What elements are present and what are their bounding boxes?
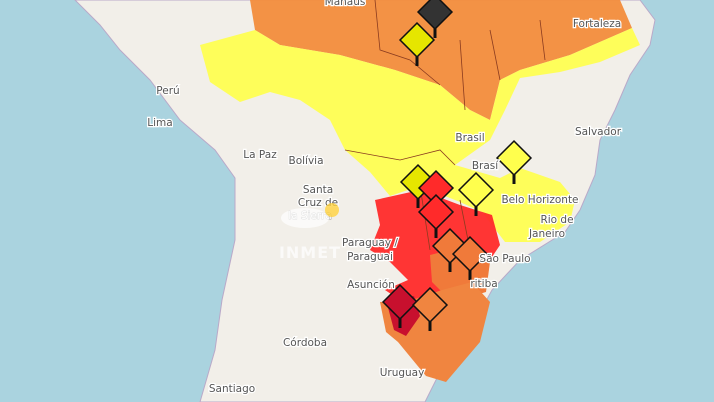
city-label: Asunción xyxy=(347,279,395,291)
city-label: Rio de xyxy=(540,214,573,226)
city-label: La Paz xyxy=(243,149,277,161)
country-label: Perú xyxy=(156,85,179,97)
country-label: Uruguay xyxy=(380,367,425,379)
country-label: Paraguai xyxy=(347,251,393,263)
city-label: Salvador xyxy=(575,126,622,138)
city-label: Lima xyxy=(147,117,172,129)
city-label: Santa xyxy=(303,184,333,196)
labels: Manaus Fortaleza Perú Lima La Paz Bolívi… xyxy=(146,0,623,396)
city-label: ritiba xyxy=(470,278,497,290)
city-label: Santiago xyxy=(209,383,255,395)
city-label: Manaus xyxy=(325,0,366,8)
city-label: São Paulo xyxy=(479,253,530,265)
city-label: Fortaleza xyxy=(573,18,621,30)
country-label: Paraguay / xyxy=(342,237,398,249)
country-label: Brasil xyxy=(455,132,484,144)
city-label: Janeiro xyxy=(528,228,565,240)
watermark-text: INMET xyxy=(279,243,341,262)
alert-orange-north xyxy=(250,0,632,120)
city-label: Belo Horizonte xyxy=(501,194,578,206)
country-label: Bolívia xyxy=(288,155,323,167)
watermark: INMET xyxy=(279,203,341,262)
city-label: Córdoba xyxy=(283,337,327,349)
alert-yellow xyxy=(200,28,640,242)
city-label: Brasí xyxy=(472,160,499,172)
